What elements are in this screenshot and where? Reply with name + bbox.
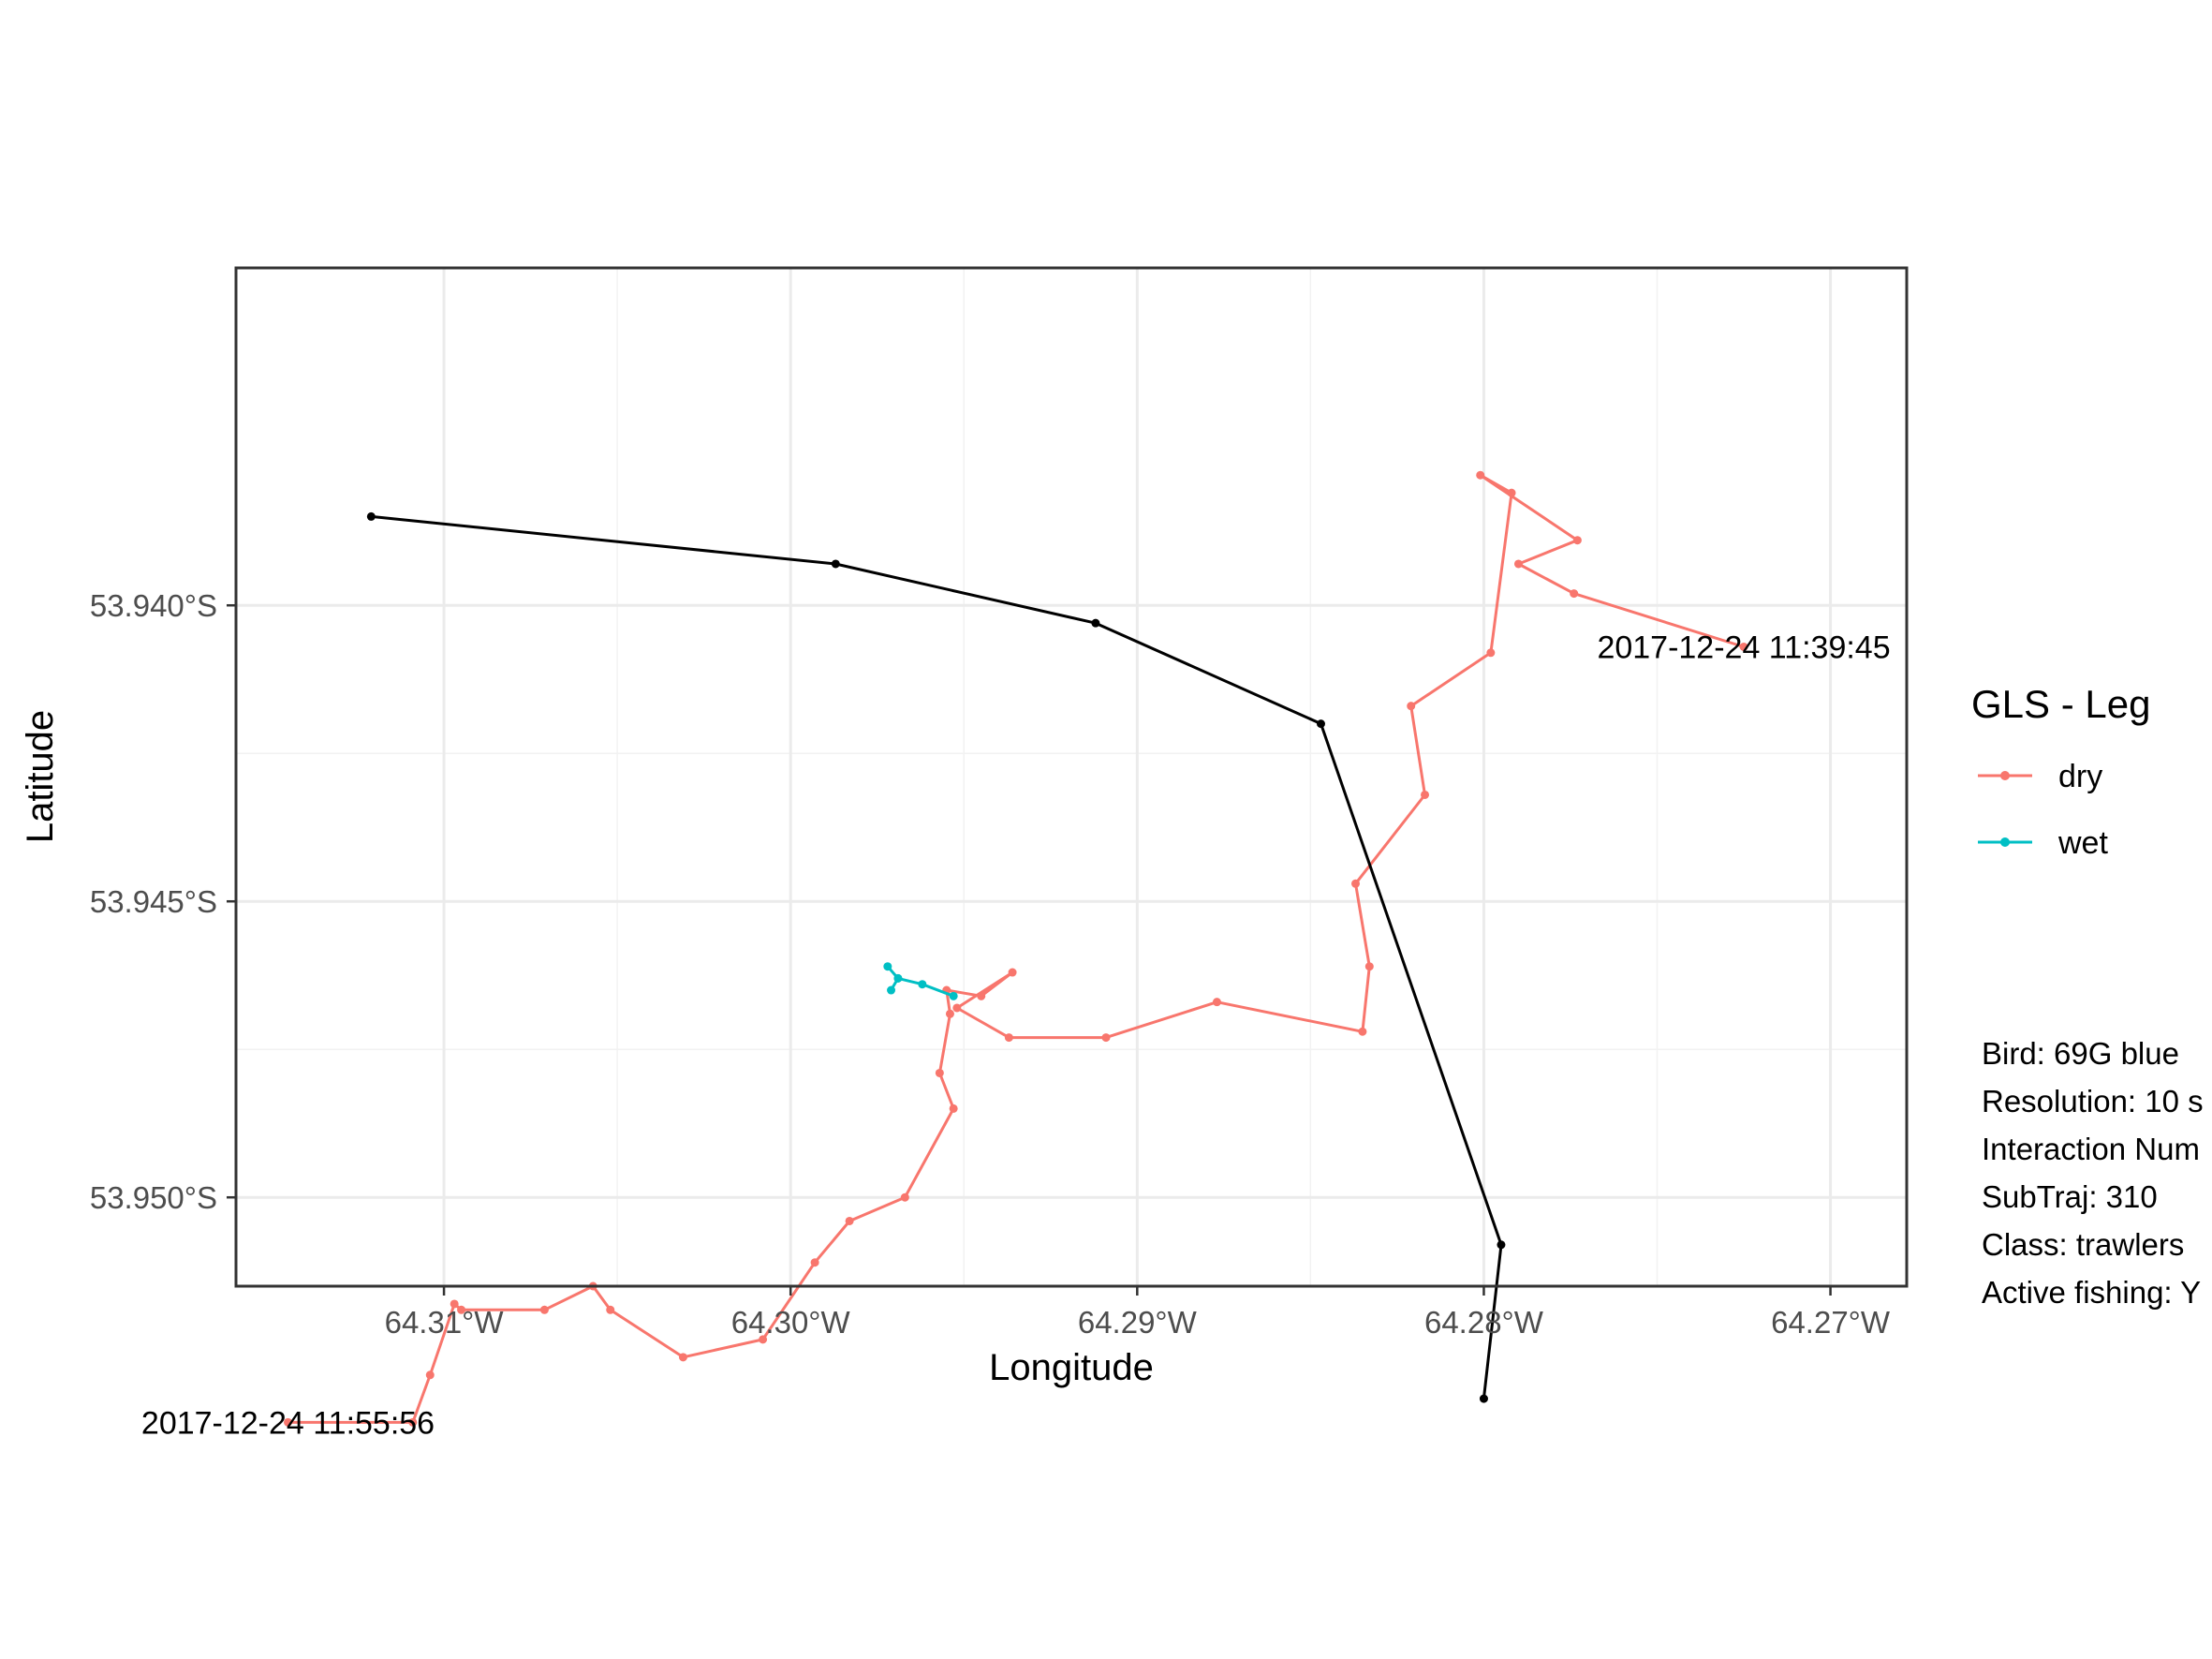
y-tick-label: 53.940°S	[90, 588, 217, 623]
series-point-dry	[1507, 488, 1516, 497]
series-point-dry	[284, 1417, 293, 1427]
series-point-dry	[1004, 1033, 1013, 1043]
series-point-dry	[1101, 1033, 1111, 1043]
timestamp-label: 2017-12-24 11:39:45	[1597, 630, 1890, 665]
series-point-vessel	[1316, 719, 1325, 729]
info-class: Class: trawlers	[1982, 1227, 2184, 1262]
series-point-wet	[949, 991, 958, 1000]
series-point-dry	[678, 1353, 687, 1362]
x-tick-label: 64.31°W	[385, 1305, 505, 1340]
series-point-dry	[606, 1305, 615, 1314]
series-point-dry	[810, 1258, 819, 1267]
series-point-vessel	[366, 511, 376, 521]
legend-label-dry: dry	[2058, 759, 2102, 794]
panel-border	[234, 266, 1909, 1288]
series-line-dry	[288, 473, 1745, 1424]
x-axis-title: Longitude	[989, 1347, 1154, 1388]
series-point-dry	[457, 1305, 466, 1314]
annotation-layer: 2017-12-24 11:39:45 2017-12-24 11:55:56	[141, 630, 1891, 1441]
series-point-dry	[1364, 962, 1374, 971]
x-tick-label: 64.28°W	[1424, 1305, 1544, 1340]
legend-title: GLS - Leg	[1971, 682, 2150, 726]
y-axis-ticks: 53.940°S 53.945°S 53.950°S	[90, 588, 236, 1215]
series-point-wet	[918, 980, 927, 989]
legend: GLS - Leg dry wet	[1971, 682, 2150, 861]
legend-key-dry-point	[2000, 771, 2010, 780]
series-point-vessel	[1497, 1240, 1506, 1250]
series-line-vessel	[371, 514, 1503, 1400]
x-tick-label: 64.27°W	[1771, 1305, 1891, 1340]
series-point-vessel	[831, 559, 840, 569]
series-point-dry	[949, 1104, 958, 1113]
series-point-dry	[1358, 1027, 1367, 1036]
series-point-dry	[977, 991, 986, 1000]
series-point-dry	[425, 1370, 435, 1380]
info-box: Bird: 69G blue Resolution: 10 s Interact…	[1982, 1036, 2204, 1310]
series-point-vessel	[1091, 618, 1100, 628]
series-point-vessel	[1479, 1394, 1488, 1403]
series-point-dry	[408, 1417, 418, 1427]
series-point-dry	[1570, 589, 1579, 599]
x-axis-ticks: 64.31°W 64.30°W 64.29°W 64.28°W 64.27°W	[385, 1286, 1891, 1340]
info-bird: Bird: 69G blue	[1982, 1036, 2179, 1071]
series-point-dry	[1513, 559, 1523, 569]
x-tick-label: 64.29°W	[1078, 1305, 1198, 1340]
grid-minor	[236, 268, 1907, 1286]
info-interaction-number: Interaction Num	[1982, 1132, 2200, 1166]
y-tick-label: 53.945°S	[90, 884, 217, 919]
series-layer	[284, 470, 1748, 1427]
series-point-dry	[1212, 998, 1221, 1007]
series-point-dry	[1351, 879, 1361, 888]
series-point-wet	[883, 962, 892, 971]
y-tick-label: 53.950°S	[90, 1180, 217, 1215]
x-tick-label: 64.30°W	[731, 1305, 851, 1340]
series-point-dry	[1572, 536, 1582, 545]
series-point-wet	[893, 973, 903, 983]
series-point-dry	[1407, 702, 1416, 711]
info-subtraj: SubTraj: 310	[1982, 1179, 2158, 1214]
series-point-dry	[945, 1009, 954, 1018]
info-active-fishing: Active fishing: Y	[1982, 1275, 2201, 1310]
series-point-dry	[539, 1305, 549, 1314]
timestamp-label: 2017-12-24 11:55:56	[141, 1405, 435, 1441]
series-point-dry	[935, 1068, 944, 1077]
series-point-dry	[845, 1216, 854, 1225]
series-point-dry	[759, 1335, 768, 1344]
series-point-dry	[1008, 968, 1017, 977]
legend-item-wet: wet	[1978, 825, 2108, 861]
series-point-dry	[900, 1192, 909, 1202]
series-point-dry	[952, 1003, 962, 1013]
series-point-dry	[450, 1299, 459, 1309]
legend-item-dry: dry	[1978, 759, 2102, 794]
legend-label-wet: wet	[2057, 825, 2108, 861]
series-point-wet	[887, 985, 896, 995]
legend-key-wet-point	[2000, 837, 2010, 847]
series-point-dry	[1486, 648, 1496, 658]
series-point-dry	[1476, 470, 1485, 480]
grid-major	[236, 268, 1907, 1286]
series-point-dry	[1421, 790, 1430, 799]
series-point-dry	[1739, 642, 1748, 651]
y-axis-title: Latitude	[20, 710, 61, 843]
info-resolution: Resolution: 10 s	[1982, 1084, 2204, 1118]
